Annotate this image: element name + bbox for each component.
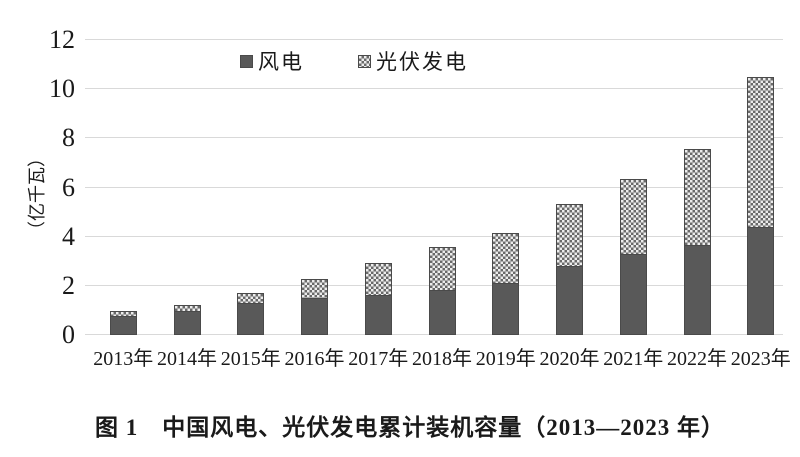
bar-2019年 bbox=[492, 233, 520, 335]
solar-segment-2021年 bbox=[619, 179, 647, 255]
y-tick-label-0: 0 bbox=[62, 320, 75, 349]
wind-segment-2016年 bbox=[301, 298, 329, 335]
gridline-y-4 bbox=[85, 235, 783, 237]
solar-segment-2018年 bbox=[428, 247, 456, 290]
solar-swatch-icon bbox=[358, 54, 371, 68]
x-tick-label-2019年: 2019年 bbox=[475, 348, 536, 370]
solar-segment-2013年 bbox=[109, 311, 137, 317]
solar-segment-2023年 bbox=[747, 76, 775, 227]
wind-segment-2021年 bbox=[619, 254, 647, 335]
x-tick-label-2021年: 2021年 bbox=[603, 348, 664, 370]
y-tick-label-10: 10 bbox=[49, 74, 75, 104]
bar-2018年 bbox=[428, 247, 456, 335]
legend-label-solar: 光伏发电 bbox=[376, 50, 468, 74]
bar-2016年 bbox=[301, 279, 329, 335]
bar-2013年 bbox=[109, 311, 137, 335]
x-tick-label-2015年: 2015年 bbox=[220, 348, 281, 370]
x-tick-label-2020年: 2020年 bbox=[539, 348, 600, 370]
gridline-y-10 bbox=[85, 88, 783, 90]
wind-segment-2014年 bbox=[173, 311, 201, 335]
bar-2023年 bbox=[747, 76, 775, 335]
x-tick-label-2014年: 2014年 bbox=[157, 348, 218, 370]
wind-segment-2018年 bbox=[428, 289, 456, 335]
gridline-y-8 bbox=[85, 137, 783, 139]
x-tick-label-2017年: 2017年 bbox=[348, 348, 409, 370]
wind-segment-2013年 bbox=[109, 316, 137, 335]
y-tick-label-12: 12 bbox=[49, 25, 75, 54]
gridline-y-12 bbox=[85, 39, 783, 40]
wind-segment-2015年 bbox=[237, 303, 265, 335]
solar-segment-2016年 bbox=[301, 279, 329, 299]
wind-segment-2023年 bbox=[747, 226, 775, 335]
y-tick-label-6: 6 bbox=[62, 172, 75, 202]
solar-segment-2019年 bbox=[492, 233, 520, 284]
wind-swatch-icon bbox=[240, 54, 253, 68]
x-tick-label-2013年: 2013年 bbox=[93, 348, 154, 370]
figure-caption: 图 1 中国风电、光伏发电累计装机容量（2013—2023 年） bbox=[95, 415, 725, 440]
solar-segment-2022年 bbox=[683, 148, 711, 246]
solar-segment-2020年 bbox=[556, 203, 584, 266]
x-tick-label-2016年: 2016年 bbox=[284, 348, 345, 370]
legend: 风电 光伏发电 bbox=[240, 46, 468, 76]
y-tick-label-2: 2 bbox=[62, 270, 75, 300]
bar-2014年 bbox=[173, 304, 201, 335]
wind-segment-2020年 bbox=[556, 265, 584, 335]
bar-2020年 bbox=[556, 203, 584, 335]
x-tick-label-2018年: 2018年 bbox=[412, 348, 473, 370]
legend-item-solar: 光伏发电 bbox=[358, 46, 468, 76]
solar-segment-2014年 bbox=[173, 304, 201, 312]
x-tick-label-2023年: 2023年 bbox=[730, 348, 791, 370]
gridline-y-6 bbox=[85, 186, 783, 188]
solar-segment-2017年 bbox=[364, 262, 392, 295]
bar-2022年 bbox=[683, 148, 711, 335]
wind-segment-2019年 bbox=[492, 283, 520, 335]
wind-segment-2022年 bbox=[683, 245, 711, 335]
plot-area bbox=[85, 39, 783, 335]
y-tick-label-8: 8 bbox=[62, 123, 75, 153]
y-tick-label-4: 4 bbox=[62, 221, 75, 251]
wind-segment-2017年 bbox=[364, 294, 392, 335]
solar-segment-2015年 bbox=[237, 292, 265, 304]
legend-item-wind: 风电 bbox=[240, 46, 304, 76]
bar-2015年 bbox=[237, 292, 265, 335]
bar-2017年 bbox=[364, 262, 392, 335]
legend-label-wind: 风电 bbox=[258, 50, 304, 74]
x-tick-label-2022年: 2022年 bbox=[667, 348, 728, 370]
bar-2021年 bbox=[619, 179, 647, 335]
